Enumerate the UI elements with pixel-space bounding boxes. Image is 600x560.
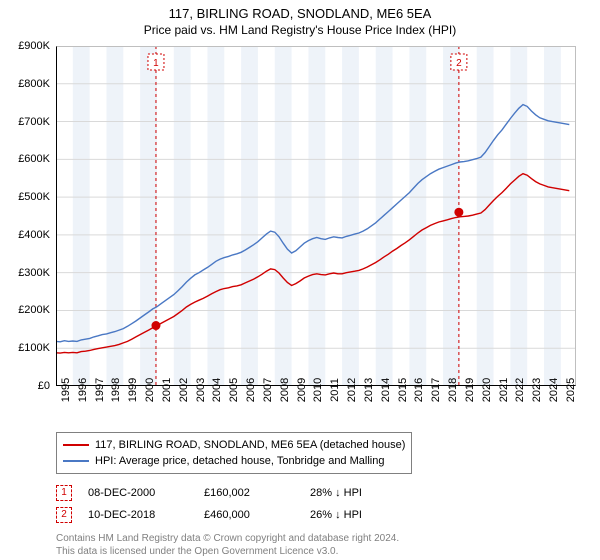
y-axis-tick-label: £600K [18,153,50,165]
chart-container: 117, BIRLING ROAD, SNODLAND, ME6 5EA Pri… [0,0,600,560]
footer: 117, BIRLING ROAD, SNODLAND, ME6 5EA (de… [56,432,576,558]
x-axis-tick-label: 2020 [481,378,493,402]
x-axis-tick-label: 2002 [178,378,190,402]
x-axis-tick-label: 2005 [228,378,240,402]
legend-row-hpi: HPI: Average price, detached house, Tonb… [63,453,405,469]
x-axis-tick-label: 1996 [77,378,89,402]
y-axis-tick-label: £500K [18,191,50,203]
transaction-badge: 2 [56,507,72,523]
x-axis-tick-label: 2004 [211,378,223,402]
attribution-line2: This data is licensed under the Open Gov… [56,545,576,558]
y-axis-tick-label: £100K [18,342,50,354]
legend-label-price-paid: 117, BIRLING ROAD, SNODLAND, ME6 5EA (de… [95,437,405,453]
address-title: 117, BIRLING ROAD, SNODLAND, ME6 5EA [0,6,600,21]
x-axis-tick-label: 2003 [195,378,207,402]
transaction-diff: 26% ↓ HPI [310,504,420,526]
transaction-row: 1 08-DEC-2000 £160,002 28% ↓ HPI [56,482,576,504]
y-axis-tick-label: £0 [38,380,50,392]
x-axis-tick-label: 1999 [127,378,139,402]
transaction-row: 2 10-DEC-2018 £460,000 26% ↓ HPI [56,504,576,526]
transaction-date: 10-DEC-2018 [88,504,188,526]
x-axis-tick-label: 2001 [161,378,173,402]
x-axis-tick-label: 2025 [565,378,577,402]
x-axis-tick-label: 2014 [380,378,392,402]
transaction-list: 1 08-DEC-2000 £160,002 28% ↓ HPI 2 10-DE… [56,482,576,526]
x-axis-tick-label: 2021 [498,378,510,402]
x-axis-tick-label: 2019 [464,378,476,402]
y-axis-tick-label: £200K [18,304,50,316]
x-axis-tick-label: 2008 [279,378,291,402]
x-axis-tick-label: 1997 [94,378,106,402]
transaction-date: 08-DEC-2000 [88,482,188,504]
x-axis-tick-label: 2009 [296,378,308,402]
x-axis-tick-label: 2016 [413,378,425,402]
transaction-badge: 1 [56,485,72,501]
chart-area: 12 £0£100K£200K£300K£400K£500K£600K£700K… [56,46,576,386]
x-axis-tick-label: 2006 [245,378,257,402]
legend-swatch-hpi [63,460,89,462]
x-axis-tick-label: 1998 [110,378,122,402]
x-axis-tick-label: 2013 [363,378,375,402]
transaction-diff: 28% ↓ HPI [310,482,420,504]
x-axis-tick-label: 2015 [397,378,409,402]
x-axis-tick-label: 2024 [548,378,560,402]
title-block: 117, BIRLING ROAD, SNODLAND, ME6 5EA Pri… [0,0,600,37]
x-axis-tick-label: 2017 [430,378,442,402]
y-axis-tick-label: £400K [18,229,50,241]
legend-label-hpi: HPI: Average price, detached house, Tonb… [95,453,384,469]
y-axis-tick-label: £900K [18,40,50,52]
attribution-line1: Contains HM Land Registry data © Crown c… [56,532,576,545]
legend-row-price-paid: 117, BIRLING ROAD, SNODLAND, ME6 5EA (de… [63,437,405,453]
x-axis-tick-label: 2010 [312,378,324,402]
x-axis-tick-label: 2011 [329,378,341,402]
y-axis-tick-label: £700K [18,116,50,128]
x-axis-tick-label: 2007 [262,378,274,402]
x-axis-tick-label: 2018 [447,378,459,402]
transaction-price: £460,000 [204,504,294,526]
plot-border [56,46,576,386]
legend-swatch-price-paid [63,444,89,446]
x-axis-tick-label: 2000 [144,378,156,402]
transaction-price: £160,002 [204,482,294,504]
y-axis-tick-label: £800K [18,78,50,90]
attribution: Contains HM Land Registry data © Crown c… [56,532,576,558]
legend-box: 117, BIRLING ROAD, SNODLAND, ME6 5EA (de… [56,432,412,474]
x-axis-tick-label: 2022 [514,378,526,402]
x-axis-tick-label: 2023 [531,378,543,402]
y-axis-tick-label: £300K [18,267,50,279]
subtitle: Price paid vs. HM Land Registry's House … [0,23,600,37]
x-axis-tick-label: 2012 [346,378,358,402]
x-axis-tick-label: 1995 [60,378,72,402]
